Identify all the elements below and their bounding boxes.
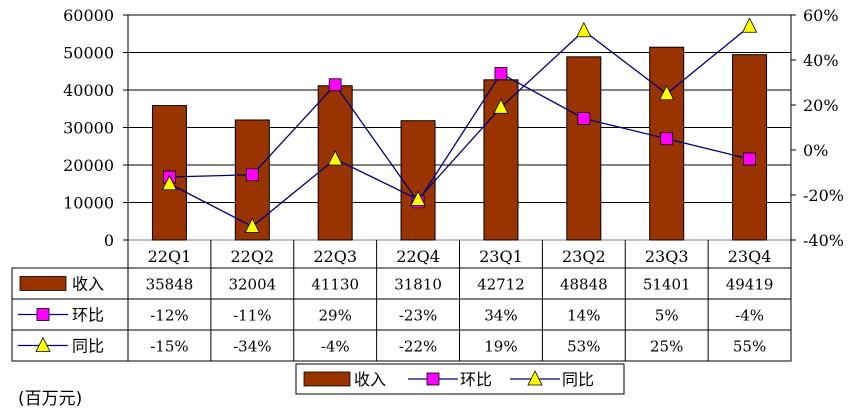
table-cell-qoq-22Q4: -23% [399, 307, 437, 325]
table-cell-yoy-22Q4: -22% [399, 338, 437, 356]
right-tick-label: -20% [803, 186, 844, 205]
left-tick-label: 40000 [63, 81, 114, 100]
point-yoy-22Q4 [410, 190, 426, 206]
category-label-22Q1: 22Q1 [148, 247, 192, 266]
data-table: 22Q1 22Q2 22Q3 22Q4 23Q1 23Q2 23Q3 23Q4 收入 35848 3… [11, 240, 792, 362]
right-axis-ticks: -40% -20% 0% 20% 40% 60% [790, 6, 844, 250]
line-yoy [169, 25, 750, 228]
table-cell-yoy-23Q2: 53% [567, 338, 600, 356]
right-tick-label: 20% [803, 96, 839, 115]
right-tick-label: 60% [803, 6, 839, 25]
left-tick-label: 10000 [63, 194, 114, 213]
point-qoq-22Q3 [328, 78, 342, 92]
point-qoq-23Q4 [743, 152, 756, 166]
legend: 收入 环比 同比 [295, 363, 625, 395]
point-qoq-23Q2 [577, 112, 591, 125]
right-tick-label: 40% [803, 51, 839, 70]
point-yoy-23Q1 [493, 98, 509, 114]
legend-label-revenue: 收入 [354, 370, 386, 389]
left-tick-label: 30000 [63, 119, 114, 138]
legend-key-marker-qoq [426, 372, 440, 386]
table-cell-qoq-22Q3: 29% [319, 307, 352, 325]
table-cell-yoy-22Q1: -15% [150, 338, 188, 356]
left-tick-label: 20000 [63, 156, 114, 175]
table-cell-revenue-22Q1: 35848 [146, 276, 194, 294]
table-cell-revenue-23Q3: 51401 [643, 276, 691, 294]
plot-area [127, 14, 792, 241]
table-cell-qoq-23Q4: -4% [735, 307, 764, 325]
table-cell-revenue-23Q1: 42712 [477, 276, 525, 294]
category-label-23Q3: 23Q3 [645, 247, 689, 266]
legend-key-revenue [303, 371, 351, 387]
unit-note: (百万元) [18, 389, 83, 409]
bar-revenue-22Q4 [400, 120, 436, 241]
category-label-23Q4: 23Q4 [728, 247, 772, 266]
table-cell-qoq-22Q2: -11% [233, 307, 271, 325]
bar-revenue-23Q4 [732, 54, 768, 241]
table-cell-qoq-23Q2: 14% [567, 307, 600, 325]
legend-box [295, 363, 625, 395]
point-qoq-22Q2 [245, 168, 259, 182]
bar-revenue-23Q2 [566, 56, 602, 241]
table-cell-revenue-23Q4: 49419 [726, 276, 774, 294]
table-row-label-qoq: 环比 [72, 306, 104, 325]
table-key-marker-qoq [36, 308, 50, 321]
table-cell-qoq-22Q1: -12% [150, 307, 188, 325]
table-cell-yoy-23Q1: 19% [484, 338, 517, 356]
category-label-23Q1: 23Q1 [479, 247, 523, 266]
legend-label-qoq: 环比 [460, 370, 492, 389]
point-yoy-22Q1 [161, 174, 178, 191]
table-row-label-yoy: 同比 [72, 337, 104, 356]
table-cell-revenue-23Q2: 48848 [560, 276, 608, 294]
line-qoq [169, 72, 750, 203]
point-yoy-23Q3 [659, 84, 675, 101]
table-key-revenue [19, 276, 67, 291]
left-tick-label: 50000 [63, 44, 114, 63]
table-cell-yoy-22Q3: -4% [321, 338, 350, 356]
table-cell-yoy-23Q3: 25% [650, 338, 683, 356]
category-label-23Q2: 23Q2 [562, 247, 606, 266]
point-yoy-23Q4 [741, 17, 758, 33]
table-cell-qoq-23Q3: 5% [655, 307, 679, 325]
table-key-marker-yoy [35, 336, 51, 352]
category-label-22Q2: 22Q2 [230, 247, 274, 266]
right-tick-label: 0% [803, 141, 828, 160]
left-tick-label: 60000 [63, 6, 114, 25]
table-cell-yoy-23Q4: 55% [733, 338, 766, 356]
table-row-label-revenue: 收入 [72, 275, 104, 294]
left-axis-ticks: 0 10000 20000 30000 40000 50000 60000 [63, 6, 129, 250]
table-cell-revenue-22Q3: 41130 [311, 276, 359, 294]
table-cell-revenue-22Q4: 31810 [394, 276, 442, 294]
table-cell-yoy-22Q2: -34% [233, 338, 271, 356]
point-qoq-23Q3 [660, 132, 674, 146]
table-cell-revenue-22Q2: 32004 [228, 276, 276, 294]
legend-key-marker-yoy [527, 370, 543, 386]
point-qoq-23Q1 [494, 67, 508, 80]
table-cell-qoq-23Q1: 34% [484, 307, 517, 325]
right-tick-label: -40% [803, 231, 844, 250]
point-yoy-22Q2 [244, 217, 260, 233]
point-yoy-23Q2 [576, 21, 592, 38]
point-yoy-22Q3 [327, 150, 343, 166]
category-label-22Q4: 22Q4 [396, 247, 440, 266]
left-tick-label: 0 [104, 231, 114, 250]
category-label-22Q3: 22Q3 [313, 247, 357, 266]
legend-label-yoy: 同比 [562, 370, 594, 389]
